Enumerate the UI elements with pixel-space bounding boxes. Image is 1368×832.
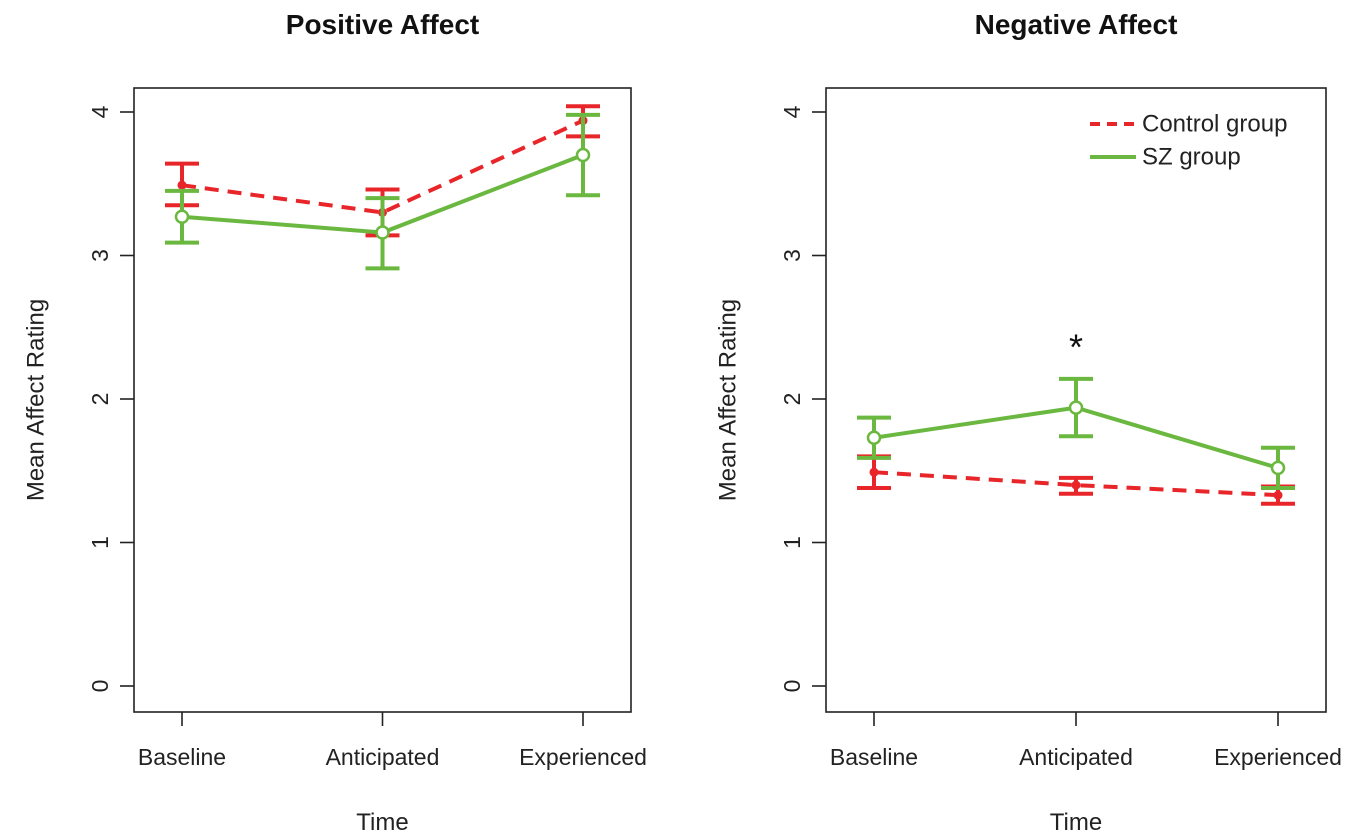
legend-label-control-group: Control group xyxy=(1142,111,1287,138)
data-point xyxy=(866,430,882,445)
y-tick-label: 2 xyxy=(779,393,805,406)
data-point xyxy=(1270,460,1286,476)
chart-title: Negative Affect xyxy=(975,9,1178,40)
series-control-group xyxy=(857,454,1295,506)
y-tick-label: 2 xyxy=(87,393,113,406)
data-point xyxy=(174,209,190,225)
chart-negative-affect: Negative Affect 0 1 2 3 4 Baseline Anticipated E… xyxy=(715,9,1342,832)
series-sz-group xyxy=(165,112,600,271)
y-tick-label: 4 xyxy=(779,105,805,118)
data-point xyxy=(575,147,591,163)
x-tick-label: Anticipated xyxy=(326,744,440,770)
legend: Control group SZ group xyxy=(1090,111,1287,171)
chart-title: Positive Affect xyxy=(286,9,479,40)
data-point xyxy=(1071,480,1081,490)
chart-positive-affect: Positive Affect 0 1 2 3 4 Baseline Anticipated E… xyxy=(23,9,647,832)
y-tick-label: 1 xyxy=(87,536,113,549)
data-point xyxy=(375,225,390,240)
y-tick-label: 0 xyxy=(87,680,113,693)
y-axis-label: Mean Affect Rating xyxy=(715,299,742,501)
legend-label-sz-group: SZ group xyxy=(1142,144,1241,171)
plot-frame xyxy=(133,87,632,713)
data-point xyxy=(1068,400,1084,415)
y-tick-label: 3 xyxy=(87,249,113,262)
y-axis-label: Mean Affect Rating xyxy=(23,299,50,501)
y-tick-label: 4 xyxy=(87,105,113,118)
x-axis-label: Time xyxy=(1050,809,1102,832)
x-axis-label: Time xyxy=(356,809,408,832)
data-point xyxy=(1273,490,1283,500)
x-tick-label: Experienced xyxy=(519,744,647,770)
x-tick-label: Baseline xyxy=(830,744,918,770)
y-tick-label: 0 xyxy=(779,680,805,693)
significance-marker: * xyxy=(1069,326,1083,367)
x-tick-label: Baseline xyxy=(138,744,226,770)
series-line xyxy=(181,118,584,215)
y-tick-label: 3 xyxy=(779,249,805,262)
data-point xyxy=(869,467,879,477)
x-tick-label: Experienced xyxy=(1214,744,1342,770)
series-sz-group xyxy=(857,376,1295,490)
y-tick-label: 1 xyxy=(779,536,805,549)
data-point xyxy=(177,180,187,190)
x-tick-label: Anticipated xyxy=(1019,744,1133,770)
